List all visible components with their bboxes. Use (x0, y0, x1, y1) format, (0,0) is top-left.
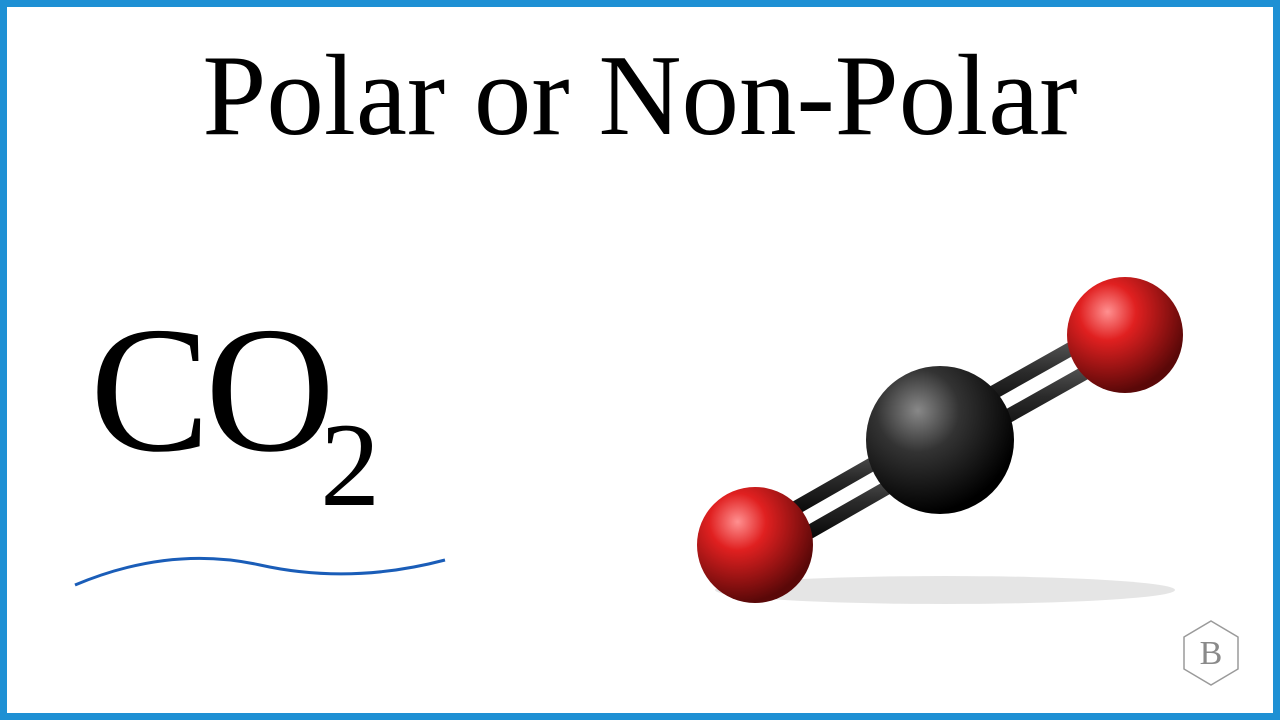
page-title: Polar or Non-Polar (0, 30, 1280, 162)
brand-logo: B (1180, 618, 1242, 688)
co2-molecule-diagram (660, 250, 1220, 610)
atom-carbon (866, 366, 1014, 514)
formula-element: CO (90, 290, 330, 489)
chemical-formula: CO2 (90, 300, 390, 480)
underline-swoosh (70, 540, 450, 600)
formula-subscript: 2 (320, 398, 380, 531)
underline-path (75, 558, 445, 585)
logo-letter: B (1200, 635, 1223, 672)
atom-oxygen-left (697, 487, 813, 603)
title-text: Polar or Non-Polar (202, 32, 1077, 159)
atom-oxygen-right (1067, 277, 1183, 393)
